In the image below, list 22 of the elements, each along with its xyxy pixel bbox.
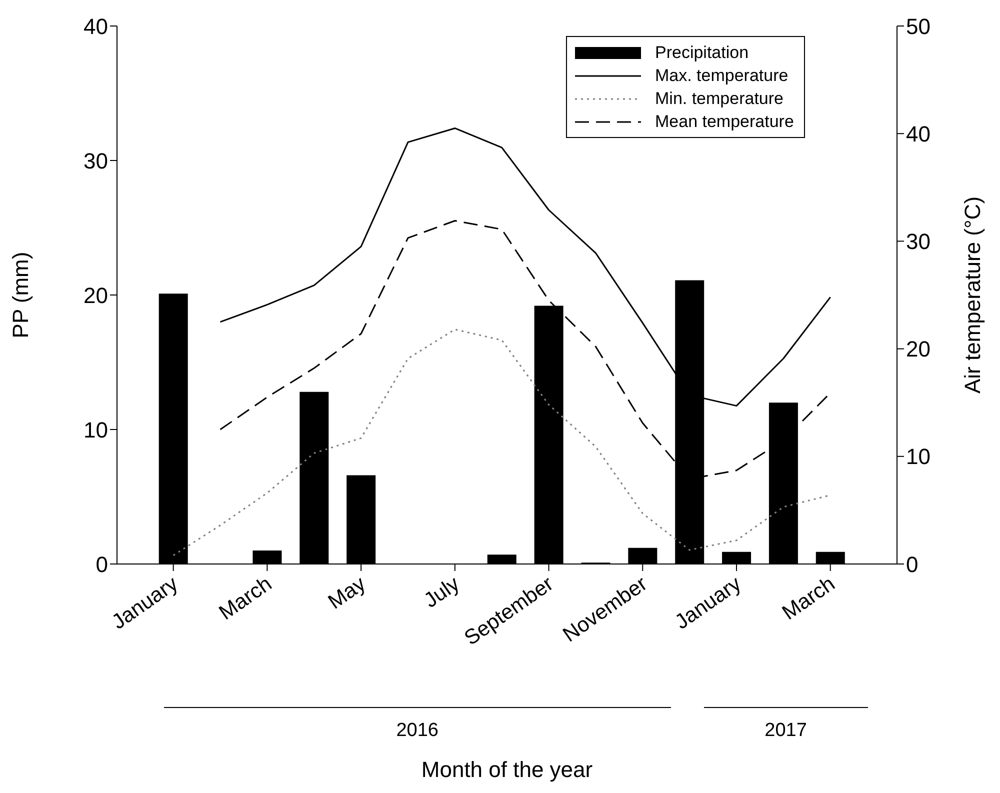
y-tick-label: 20 bbox=[84, 282, 108, 308]
legend-label: Min. temperature bbox=[655, 88, 784, 108]
x-tick-label: July bbox=[420, 572, 464, 613]
y2-tick-label: 40 bbox=[906, 121, 930, 146]
x-tick-label: May bbox=[324, 572, 370, 614]
text: 2016 bbox=[395, 720, 440, 742]
y-tick-label: 0 bbox=[96, 552, 108, 577]
y-axis-title: PP (mm) bbox=[8, 252, 33, 338]
y2-axis-title: Air temperature (°C) bbox=[960, 196, 985, 394]
y2-tick-label: 0 bbox=[906, 552, 918, 577]
y2-tick-label: 50 bbox=[906, 14, 930, 39]
legend-label: Mean temperature bbox=[655, 112, 794, 132]
legend-label: Max. temperature bbox=[655, 66, 788, 86]
text: 2017 bbox=[764, 720, 808, 742]
y2-tick-label: 10 bbox=[906, 444, 930, 470]
y-tick-label: 40 bbox=[84, 14, 108, 39]
y2-tick-label: 30 bbox=[906, 229, 930, 254]
x-axis-title: Month of the year bbox=[420, 757, 594, 783]
y-tick-label: 30 bbox=[84, 148, 108, 174]
y-tick-label: 10 bbox=[84, 417, 108, 442]
legend-label: Precipitation bbox=[655, 42, 749, 62]
y2-tick-label: 20 bbox=[906, 336, 930, 362]
